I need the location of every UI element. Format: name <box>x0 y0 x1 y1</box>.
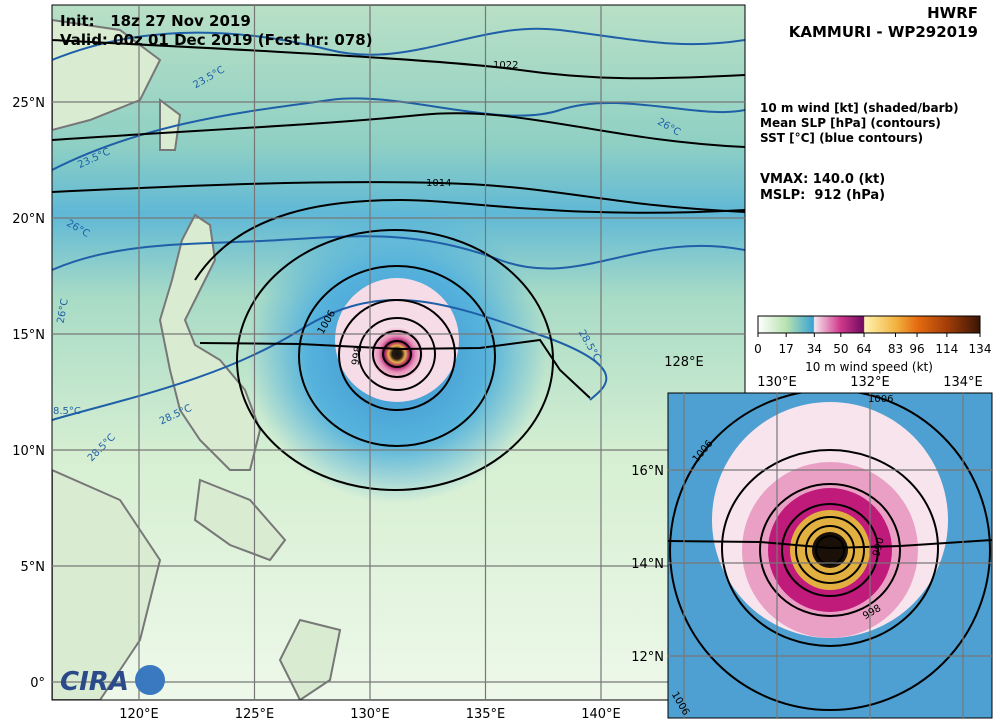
inset-frame <box>667 392 993 719</box>
main-map-frame <box>51 4 746 701</box>
contour-label: 990 <box>871 536 887 557</box>
cira-logo: CIRA <box>60 665 165 697</box>
lat-tick-label: 16°N <box>631 464 664 479</box>
colorbar-tick-label: 96 <box>909 342 924 356</box>
lon-tick-label: 130°E <box>350 707 390 722</box>
lat-tick-label: 20°N <box>12 212 45 227</box>
lon-tick-label: 140°E <box>581 707 621 722</box>
inset-map <box>668 393 992 718</box>
colorbar-tick-label: 114 <box>935 342 958 356</box>
lon-tick-label: 120°E <box>119 707 159 722</box>
colorbar <box>757 315 981 334</box>
legend-line: SST [°C] (blue contours) <box>760 131 923 145</box>
lat-tick-label: 25°N <box>12 96 45 111</box>
colorbar-tick-label: 134 <box>969 342 992 356</box>
lon-tick-label: 132°E <box>850 375 890 390</box>
lat-tick-label: 0° <box>30 676 45 691</box>
contour-label: 1014 <box>426 178 451 189</box>
valid-text: Valid: 00z 01 Dec 2019 (Fcst hr: 078) <box>60 31 373 49</box>
colorbar-tick-label: 34 <box>807 342 822 356</box>
colorbar-tick-label: 50 <box>833 342 848 356</box>
storm-name: KAMMURI - WP292019 <box>789 23 978 41</box>
sst-label: 26°C <box>56 298 71 324</box>
colorbar-tick-label: 83 <box>888 342 903 356</box>
sst-label: 8.5°C <box>53 406 81 417</box>
contour-label: 1006 <box>868 394 893 405</box>
contour-label: 1022 <box>493 60 518 71</box>
mslp-text: MSLP: 912 (hPa) <box>760 188 885 203</box>
model-name: HWRF <box>927 4 978 22</box>
colorbar-tick-label: 0 <box>754 342 762 356</box>
lon-tick-label: 134°E <box>943 375 983 390</box>
legend-line: Mean SLP [hPa] (contours) <box>760 116 941 130</box>
lat-tick-label: 14°N <box>631 557 664 572</box>
colorbar-ticks: 0 17 34 50 64 83 96 114 134 <box>754 333 991 356</box>
lon-tick-label: 135°E <box>466 707 506 722</box>
vmax-text: VMAX: 140.0 (kt) <box>760 172 885 187</box>
lon-tick-label: 130°E <box>757 375 797 390</box>
lon-tick-label: 128°E <box>664 355 704 370</box>
lat-tick-label: 5°N <box>21 560 46 575</box>
legend-line: 10 m wind [kt] (shaded/barb) <box>760 101 959 115</box>
lat-tick-label: 12°N <box>631 650 664 665</box>
lon-tick-label: 125°E <box>235 707 275 722</box>
main-map <box>52 5 745 700</box>
main-grid: 120°E 125°E 130°E 135°E 140°E 0° 5°N 10°N 15°N 20… <box>12 5 745 722</box>
contour-label: 998 <box>350 346 364 367</box>
lat-tick-label: 15°N <box>12 328 45 343</box>
lat-tick-label: 10°N <box>12 444 45 459</box>
colorbar-label: 10 m wind speed (kt) <box>805 360 933 374</box>
inset-grid: 128°E 130°E 132°E 134°E 12°N 14°N 16°N <box>631 355 992 718</box>
colorbar-tick-label: 17 <box>779 342 794 356</box>
svg-text:CIRA: CIRA <box>60 667 129 697</box>
colorbar-tick-label: 64 <box>856 342 871 356</box>
init-text: Init: 18z 27 Nov 2019 <box>60 12 251 30</box>
